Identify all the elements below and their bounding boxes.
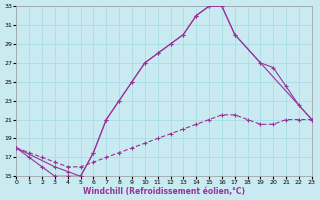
X-axis label: Windchill (Refroidissement éolien,°C): Windchill (Refroidissement éolien,°C) (83, 187, 245, 196)
